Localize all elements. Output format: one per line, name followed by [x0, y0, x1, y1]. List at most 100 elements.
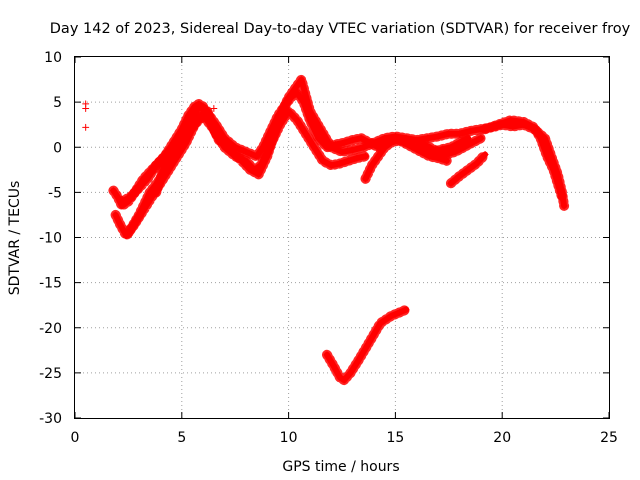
- data-point: [174, 143, 182, 151]
- series-marker-fuzz: [480, 115, 567, 202]
- data-point: [376, 319, 384, 327]
- data-point: [332, 141, 340, 149]
- data-point: [402, 306, 410, 314]
- data-point: [396, 136, 404, 144]
- data-point: [455, 172, 463, 180]
- x-tick-label: 10: [280, 430, 298, 446]
- data-point: [560, 202, 568, 210]
- data-point: [349, 146, 357, 154]
- data-point: [161, 161, 169, 169]
- data-point: [361, 152, 369, 160]
- data-point: [336, 373, 344, 381]
- plot-frame: [74, 56, 610, 419]
- data-point: [347, 369, 355, 377]
- data-point: [210, 125, 218, 133]
- data-point: [357, 134, 365, 142]
- data-point: [530, 123, 538, 131]
- data-point: [417, 139, 425, 147]
- data-point: [445, 130, 453, 138]
- series-track-10: [322, 304, 412, 386]
- data-point: [152, 161, 160, 169]
- series-track-4: [123, 101, 226, 238]
- data-point: [297, 76, 305, 84]
- data-point: [118, 197, 126, 205]
- data-point: [238, 157, 246, 165]
- y-axis-label: SDTVAR / TECUs: [7, 181, 23, 296]
- y-tick-label: -15: [39, 276, 62, 292]
- data-point: [477, 134, 485, 142]
- series-track-8: [445, 149, 491, 189]
- y-tick-label: -25: [39, 366, 62, 382]
- series-track-6: [360, 133, 473, 184]
- data-point: [287, 94, 295, 102]
- x-tick-label: 15: [386, 430, 404, 446]
- data-point: [188, 116, 196, 124]
- y-tick-label: 10: [44, 50, 62, 66]
- data-point: [242, 148, 250, 156]
- y-tick-label: 5: [53, 95, 62, 111]
- data-point: [253, 152, 261, 160]
- data-point: [210, 104, 218, 112]
- x-tick-label: 25: [600, 430, 618, 446]
- data-point: [434, 148, 442, 156]
- data-point: [300, 98, 308, 106]
- data-point: [549, 166, 557, 174]
- grid-lines: [75, 57, 609, 418]
- axis-ticks: 0 5 10 15 20 25 -30 -25 -20 -15 -10 -5 0 5 10: [39, 50, 618, 446]
- data-point: [124, 229, 132, 237]
- series-track-5: [151, 151, 174, 198]
- data-point: [387, 139, 395, 147]
- data-point: [466, 127, 474, 135]
- data-point: [323, 351, 331, 359]
- data-point: [323, 143, 331, 151]
- data-point: [359, 143, 367, 151]
- data-point: [381, 143, 389, 151]
- data-point: [374, 152, 382, 160]
- data-point: [272, 125, 280, 133]
- data-point: [229, 148, 237, 156]
- data-point: [344, 157, 352, 165]
- data-point: [280, 103, 288, 111]
- data-point: [443, 150, 451, 158]
- data-point: [481, 125, 489, 133]
- data-point: [494, 121, 502, 129]
- data-point: [366, 139, 374, 147]
- data-point: [338, 148, 346, 156]
- data-point: [404, 139, 412, 147]
- data-point: [152, 188, 160, 196]
- data-point: [293, 116, 301, 124]
- data-point: [353, 154, 361, 162]
- data-point: [195, 103, 203, 111]
- data-point: [423, 134, 431, 142]
- y-tick-label: 0: [53, 140, 62, 156]
- data-point: [340, 376, 348, 384]
- series-track-3: [117, 88, 452, 207]
- data-point: [327, 161, 335, 169]
- series-marker-fuzz: [322, 304, 412, 386]
- data-point: [310, 143, 318, 151]
- data-point: [116, 220, 124, 228]
- data-point: [112, 211, 120, 219]
- series-track-7: [416, 133, 486, 160]
- x-tick-label: 0: [71, 430, 80, 446]
- data-point: [165, 152, 173, 160]
- data-point: [263, 152, 271, 160]
- data-point: [302, 130, 310, 138]
- data-point: [543, 152, 551, 160]
- data-point: [329, 362, 337, 370]
- data-point: [349, 136, 357, 144]
- data-point: [507, 116, 515, 124]
- y-tick-label: -10: [39, 231, 62, 247]
- data-point: [368, 161, 376, 169]
- data-point: [82, 123, 90, 131]
- data-point: [127, 193, 135, 201]
- series-marker-fuzz: [123, 101, 226, 238]
- data-point: [246, 166, 254, 174]
- data-point: [315, 134, 323, 142]
- data-point: [451, 148, 459, 156]
- data-point: [109, 187, 117, 195]
- data-point: [426, 143, 434, 151]
- data-point: [481, 150, 489, 158]
- data-point: [340, 139, 348, 147]
